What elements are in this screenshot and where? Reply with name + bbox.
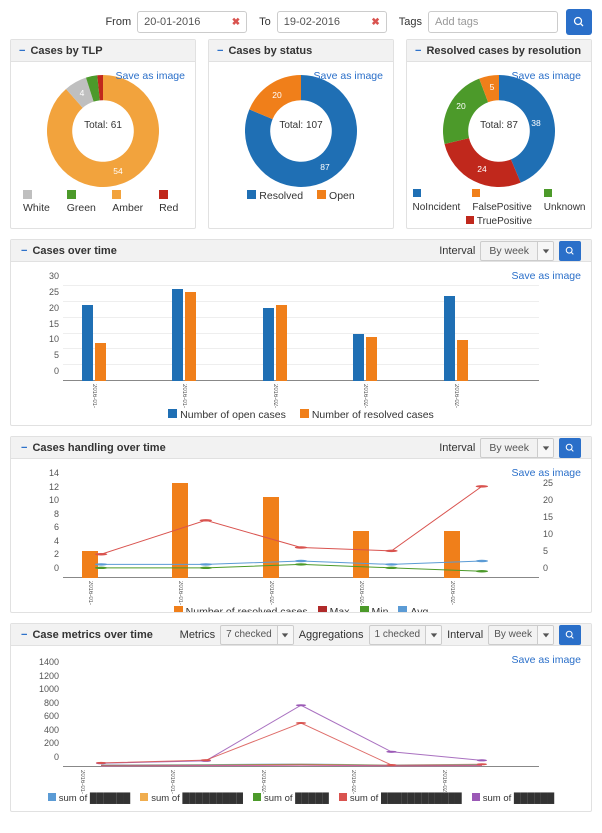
svg-text:87: 87 bbox=[320, 162, 330, 172]
svg-text:Total: 107: Total: 107 bbox=[279, 120, 323, 131]
svg-text:Total: 87: Total: 87 bbox=[480, 120, 518, 131]
svg-text:4: 4 bbox=[80, 88, 85, 98]
svg-text:38: 38 bbox=[531, 118, 541, 128]
svg-text:20: 20 bbox=[456, 101, 466, 111]
svg-text:5: 5 bbox=[490, 82, 495, 92]
svg-text:54: 54 bbox=[113, 166, 123, 176]
svg-text:20: 20 bbox=[272, 90, 282, 100]
svg-text:Total: 61: Total: 61 bbox=[84, 120, 122, 131]
svg-text:24: 24 bbox=[477, 164, 487, 174]
